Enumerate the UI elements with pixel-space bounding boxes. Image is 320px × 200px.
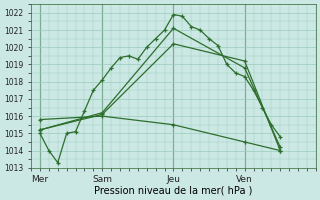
X-axis label: Pression niveau de la mer( hPa ): Pression niveau de la mer( hPa )	[94, 186, 252, 196]
